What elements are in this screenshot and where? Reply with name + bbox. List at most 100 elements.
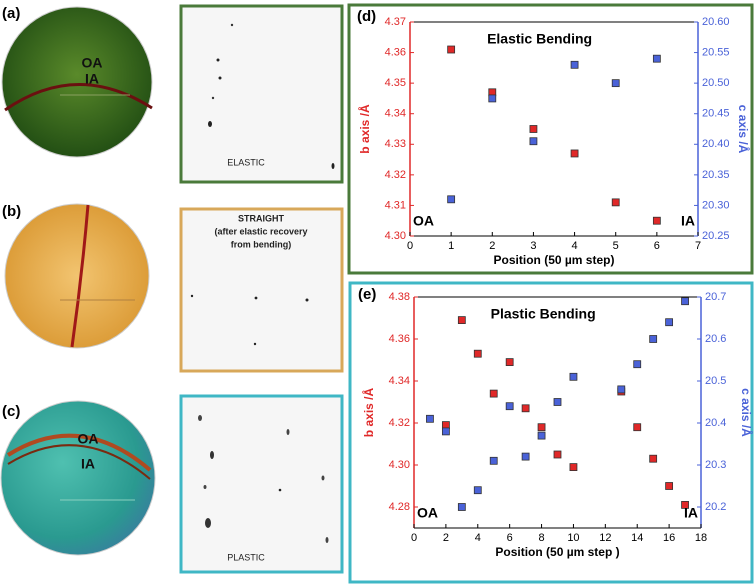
x-tick-label: 4 bbox=[475, 532, 481, 544]
y-tick-label: 4.35 bbox=[385, 77, 406, 89]
data-point bbox=[569, 372, 578, 381]
y2-tick-label: 20.5 bbox=[705, 375, 726, 387]
data-point bbox=[553, 450, 562, 459]
y-axis-label: b axis /Å bbox=[361, 387, 376, 437]
data-point bbox=[488, 94, 497, 103]
data-point bbox=[529, 137, 538, 146]
x-tick-label: 5 bbox=[613, 240, 619, 252]
data-point bbox=[681, 500, 689, 509]
data-point bbox=[447, 195, 456, 204]
y-tick-label: 4.37 bbox=[385, 16, 406, 28]
y-tick-label: 4.30 bbox=[389, 459, 410, 471]
x-tick-label: 14 bbox=[631, 532, 643, 544]
y2-tick-label: 20.55 bbox=[702, 46, 730, 58]
data-point bbox=[473, 486, 482, 495]
data-point bbox=[489, 456, 498, 465]
x-tick-label: 3 bbox=[530, 240, 536, 252]
data-point bbox=[570, 60, 579, 69]
data-point bbox=[665, 482, 674, 490]
x-tick-label: 7 bbox=[695, 240, 701, 252]
panel-label: (d) bbox=[357, 8, 376, 25]
chart-frame bbox=[348, 281, 754, 584]
y2-tick-label: 20.7 bbox=[705, 291, 726, 303]
panel-label: (c) bbox=[2, 403, 20, 420]
data-point bbox=[611, 79, 620, 88]
y2-tick-label: 20.4 bbox=[705, 417, 726, 429]
data-point bbox=[457, 316, 466, 325]
photo-label: OA bbox=[82, 55, 103, 71]
y-tick-label: 4.34 bbox=[385, 108, 406, 120]
photo-label: IA bbox=[81, 456, 95, 472]
y2-tick-label: 20.30 bbox=[702, 199, 730, 211]
x-tick-label: 8 bbox=[538, 532, 544, 544]
chart-title: Plastic Bending bbox=[491, 306, 596, 322]
data-point bbox=[553, 398, 562, 406]
photo-label: OA bbox=[78, 431, 99, 447]
x-tick-label: 2 bbox=[443, 532, 449, 544]
annotation: OA bbox=[417, 505, 438, 521]
y-tick-label: 4.30 bbox=[385, 230, 406, 242]
x-tick-label: 6 bbox=[654, 240, 660, 252]
y2-tick-label: 20.60 bbox=[702, 16, 730, 28]
annotation: IA bbox=[681, 213, 695, 229]
data-point bbox=[652, 54, 661, 63]
chart-frame bbox=[347, 3, 754, 275]
y2-tick-label: 20.3 bbox=[705, 459, 726, 471]
data-point bbox=[649, 335, 658, 343]
pattern-label: PLASTIC bbox=[227, 552, 265, 562]
data-point bbox=[569, 463, 578, 472]
y2-tick-label: 20.6 bbox=[705, 333, 726, 345]
pattern-label: ELASTIC bbox=[227, 157, 265, 167]
data-point bbox=[652, 216, 661, 225]
y-tick-label: 4.32 bbox=[385, 169, 406, 181]
data-point bbox=[665, 318, 674, 327]
data-point bbox=[633, 423, 642, 432]
y2-tick-label: 20.25 bbox=[702, 230, 730, 242]
panel-label: (e) bbox=[358, 286, 376, 303]
x-tick-label: 0 bbox=[407, 240, 413, 252]
y2-tick-label: 20.50 bbox=[702, 77, 730, 89]
y2-axis-label: c axis /Å bbox=[736, 105, 751, 154]
y-tick-label: 4.36 bbox=[389, 333, 410, 345]
data-point bbox=[537, 431, 546, 440]
x-tick-label: 4 bbox=[572, 240, 578, 252]
photo-label: IA bbox=[85, 71, 99, 87]
data-point bbox=[457, 503, 466, 511]
data-point bbox=[441, 427, 450, 436]
annotation: OA bbox=[413, 213, 434, 229]
data-point bbox=[649, 454, 658, 463]
y2-tick-label: 20.2 bbox=[705, 501, 726, 513]
y2-axis-label: c axis /Å bbox=[739, 388, 754, 437]
data-point bbox=[617, 385, 626, 394]
x-tick-label: 1 bbox=[448, 240, 454, 252]
data-point bbox=[529, 125, 538, 133]
x-tick-label: 18 bbox=[695, 532, 707, 544]
photo-c: (c) OA IA bbox=[0, 400, 156, 556]
y-tick-label: 4.28 bbox=[389, 501, 410, 513]
data-point bbox=[505, 402, 514, 411]
y-tick-label: 4.33 bbox=[385, 138, 406, 150]
chart-title: Elastic Bending bbox=[487, 31, 592, 47]
pattern-c: PLASTIC bbox=[179, 394, 344, 574]
data-point bbox=[426, 414, 434, 423]
x-tick-label: 0 bbox=[411, 532, 417, 544]
data-point bbox=[489, 389, 498, 398]
photo-b: (b) bbox=[2, 203, 150, 349]
data-point bbox=[521, 452, 530, 461]
x-tick-label: 2 bbox=[489, 240, 495, 252]
data-point bbox=[611, 198, 620, 207]
data-point bbox=[447, 45, 456, 54]
data-point bbox=[505, 358, 514, 367]
y-tick-label: 4.36 bbox=[385, 46, 406, 58]
pattern-a: ELASTIC bbox=[179, 4, 344, 184]
data-point bbox=[633, 360, 642, 369]
data-point bbox=[570, 149, 579, 158]
data-point bbox=[537, 423, 546, 432]
panel-label: (b) bbox=[2, 203, 21, 220]
x-tick-label: 16 bbox=[663, 532, 675, 544]
x-tick-label: 10 bbox=[567, 532, 579, 544]
y2-tick-label: 20.45 bbox=[702, 108, 730, 120]
x-tick-label: 6 bbox=[507, 532, 513, 544]
photo-a: (a) OA IA bbox=[1, 5, 153, 158]
